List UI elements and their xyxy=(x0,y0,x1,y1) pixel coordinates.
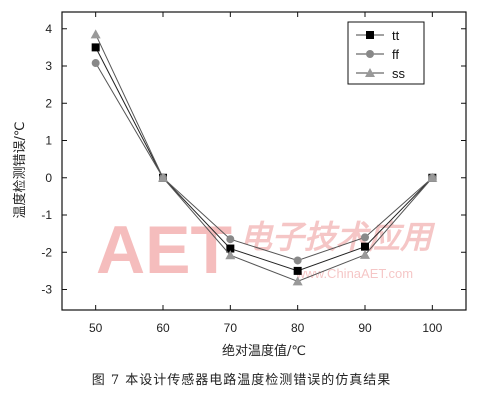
data-point-ff xyxy=(226,235,235,244)
x-tick-label: 70 xyxy=(224,321,238,335)
y-tick-label: 2 xyxy=(45,96,52,110)
legend-marker-ss xyxy=(365,68,375,77)
series-line-ff xyxy=(95,62,433,261)
data-point-ss xyxy=(158,172,168,182)
plot-frame xyxy=(61,11,467,311)
data-point-tt xyxy=(226,244,235,253)
watermark-chinese: 电子技术应用 xyxy=(240,218,436,256)
x-axis: 50 60 70 80 90 100 xyxy=(89,12,443,335)
x-tick-label: 50 xyxy=(89,321,103,335)
data-point-ss xyxy=(360,249,370,259)
watermark-url: www.ChinaAET.com xyxy=(295,266,413,281)
y-tick-label: 3 xyxy=(45,59,52,73)
y-tick-label: 0 xyxy=(45,171,52,185)
data-point-tt xyxy=(91,43,100,52)
data-point-ff xyxy=(293,256,302,265)
data-point-ff xyxy=(91,59,100,68)
y-tick-label: -3 xyxy=(41,283,52,297)
data-point-ss xyxy=(225,250,236,260)
legend: tt ff ss xyxy=(347,21,425,85)
y-tick-label: -1 xyxy=(41,208,52,222)
x-tick-label: 100 xyxy=(422,321,442,335)
y-tick-label: -2 xyxy=(41,245,52,259)
legend-marker-ff xyxy=(366,50,374,58)
data-point-ss xyxy=(427,172,438,182)
x-tick-label: 80 xyxy=(291,321,305,335)
data-point-ss xyxy=(292,276,303,286)
data-point-tt xyxy=(361,242,369,251)
figure-caption: 图 7 本设计传感器电路温度检测错误的仿真结果 xyxy=(91,373,392,388)
data-point-tt xyxy=(293,266,302,275)
data-point-ss xyxy=(90,29,101,39)
legend-label-tt: tt xyxy=(392,28,400,43)
legend-box xyxy=(347,21,425,85)
watermark: AET 电子技术应用 www.ChinaAET.com xyxy=(96,212,436,288)
x-tick-label: 60 xyxy=(156,321,170,335)
legend-label-ff: ff xyxy=(392,47,399,62)
legend-label-ss: ss xyxy=(392,66,406,81)
y-tick-label: 4 xyxy=(45,22,52,36)
data-point-ff xyxy=(361,233,369,242)
y-tick-label: 1 xyxy=(45,134,52,148)
y-axis-title: 温度检测错误/℃ xyxy=(12,122,28,219)
watermark-brand: AET xyxy=(96,212,232,288)
y-axis: 4 3 2 1 0 -1 -2 -3 xyxy=(41,22,466,297)
legend-marker-tt xyxy=(366,31,374,39)
x-axis-title: 绝对温度值/℃ xyxy=(222,343,306,359)
series-line-ss xyxy=(95,34,433,282)
x-tick-label: 90 xyxy=(358,321,372,335)
series-line-tt xyxy=(95,47,433,272)
series-layer xyxy=(90,29,438,286)
